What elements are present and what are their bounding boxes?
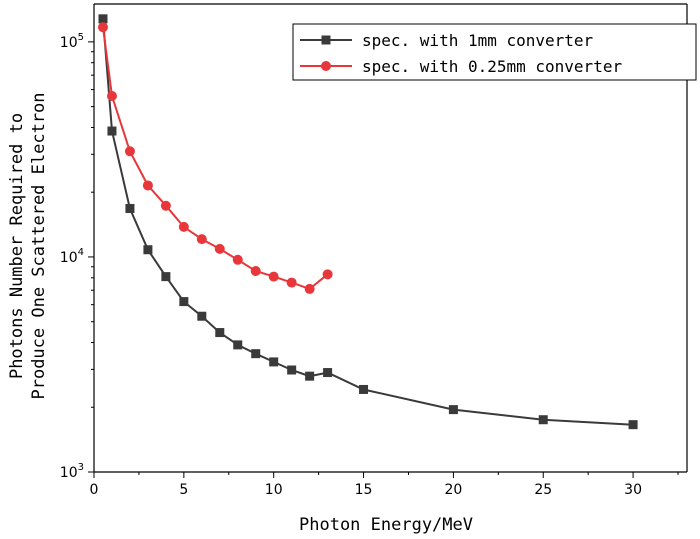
data-point xyxy=(179,297,189,307)
legend-box xyxy=(292,23,697,81)
y-axis-title-line-1: Photons Number Required to xyxy=(7,113,27,379)
series-1 xyxy=(98,14,638,430)
data-point xyxy=(250,266,261,277)
x-tick-label: 20 xyxy=(444,482,462,498)
data-point xyxy=(448,405,458,415)
x-tick-label: 25 xyxy=(534,482,552,498)
data-point xyxy=(251,349,261,359)
legend: spec. with 1mm converter spec. with 0.25… xyxy=(292,23,697,81)
data-point xyxy=(628,420,638,430)
y-tick-label: 105 xyxy=(60,32,84,51)
data-point xyxy=(287,365,297,375)
data-point xyxy=(161,272,171,282)
data-point xyxy=(305,371,315,381)
data-point xyxy=(214,243,225,254)
x-tick-label: 5 xyxy=(179,482,188,498)
data-point xyxy=(178,221,189,232)
data-point xyxy=(359,384,369,394)
x-tick-label: 0 xyxy=(90,482,99,498)
legend-label-series-1: spec. with 1mm converter xyxy=(362,31,594,50)
data-point xyxy=(196,234,207,245)
data-point xyxy=(106,91,117,102)
data-point xyxy=(125,203,135,213)
data-point xyxy=(97,22,108,33)
x-axis-title: Photon Energy/MeV xyxy=(299,515,473,535)
data-point xyxy=(215,328,225,338)
data-point xyxy=(268,271,279,282)
data-point xyxy=(538,415,548,425)
series-line xyxy=(102,18,634,426)
data-point xyxy=(304,283,315,294)
data-point xyxy=(124,146,135,157)
data-point xyxy=(269,357,279,367)
x-tick-label: 10 xyxy=(265,482,283,498)
x-ticks: 0 5 10 15 20 25 30 xyxy=(90,472,679,498)
data-point xyxy=(286,277,297,288)
series-group xyxy=(97,14,638,430)
data-point xyxy=(323,368,333,378)
legend-marker-series-2 xyxy=(321,61,331,71)
legend-marker-series-1 xyxy=(321,35,331,45)
data-point xyxy=(142,180,153,191)
y-axis-title-line-2: Produce One Scattered Electron xyxy=(29,92,49,399)
data-point xyxy=(143,245,153,255)
data-point xyxy=(197,311,207,321)
y-ticks: 103 104 105 xyxy=(60,32,94,481)
x-tick-label: 30 xyxy=(624,482,642,498)
data-point xyxy=(107,126,117,136)
data-point xyxy=(98,14,108,24)
legend-label-series-2: spec. with 0.25mm converter xyxy=(362,57,622,76)
y-tick-label: 103 xyxy=(60,462,84,481)
series-2 xyxy=(97,22,333,294)
data-point xyxy=(160,200,171,211)
x-tick-label: 15 xyxy=(355,482,373,498)
data-point xyxy=(232,254,243,265)
data-point xyxy=(322,269,333,280)
data-point xyxy=(233,340,243,350)
y-tick-label: 104 xyxy=(60,247,84,266)
